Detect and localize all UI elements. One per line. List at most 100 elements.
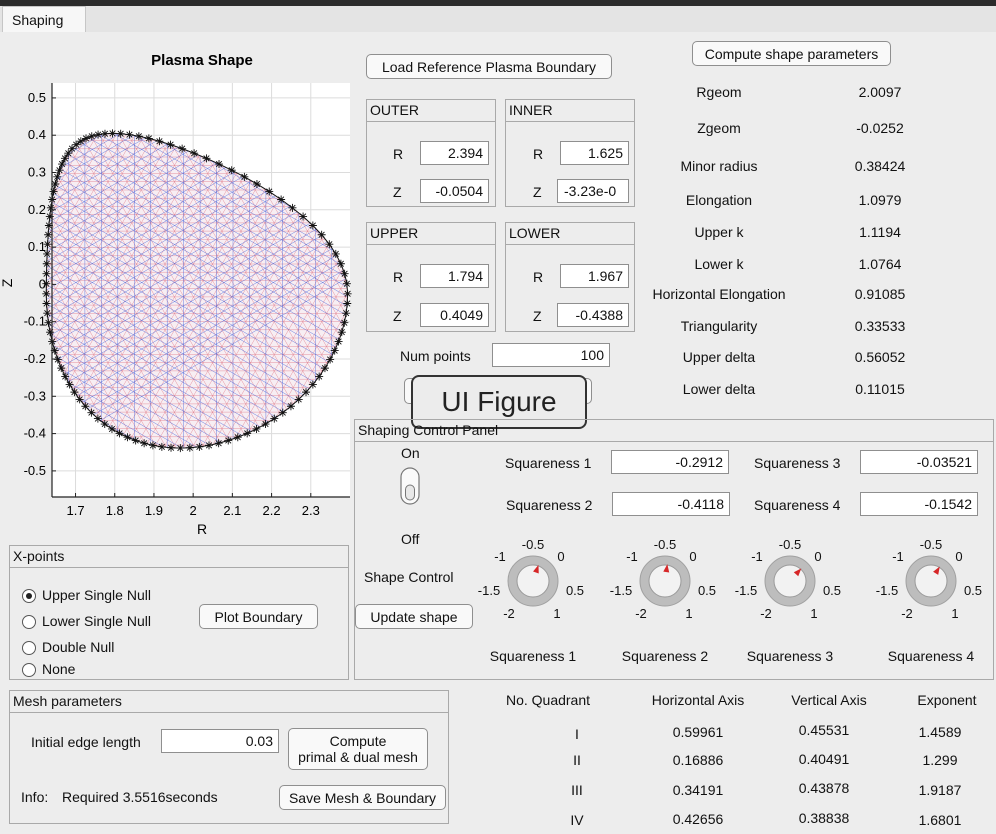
inner-r-field[interactable]: 1.625: [560, 141, 629, 165]
squareness-knob-1[interactable]: [498, 546, 568, 616]
outer-r-label: R: [393, 146, 404, 162]
plasma-shape-plot[interactable]: Plasma Shape 1.7 1.8 1.9 2 2.1 2.2 2.3 0.5 0.4 0.…: [0, 40, 362, 545]
outer-z-field[interactable]: -0.0504: [420, 179, 489, 203]
lower-r-field[interactable]: 1.967: [560, 264, 629, 288]
knob-pointer: [793, 568, 802, 577]
boundary-point: [166, 140, 175, 149]
knob-tick-label: 1: [951, 606, 959, 621]
update-shape-button[interactable]: Update shape: [355, 604, 473, 629]
boundary-point: [155, 137, 164, 146]
xpoint-radio-3[interactable]: [22, 663, 36, 677]
boundary-point: [93, 414, 102, 423]
inner-z-field[interactable]: -3.23e-0: [557, 179, 629, 203]
knob-tick-label: 0.5: [963, 583, 983, 598]
squareness2-field[interactable]: -0.4118: [612, 492, 730, 516]
boundary-point: [240, 172, 249, 181]
y-tick-label: 0: [39, 276, 46, 291]
quadrant-header: Exponent: [917, 692, 977, 708]
boundary-point: [233, 433, 242, 442]
y-tick-label: 0.1: [28, 239, 46, 254]
squareness-knob-2[interactable]: [630, 546, 700, 616]
boundary-point: [308, 221, 317, 230]
upper-r-field[interactable]: 1.794: [420, 264, 489, 288]
boundary-point: [53, 172, 62, 181]
boundary-point: [107, 424, 116, 433]
compute-mesh-button[interactable]: Compute primal & dual mesh: [288, 728, 428, 770]
shape-param-value: -0.0252: [856, 120, 904, 136]
switch-off-label: Off: [401, 531, 420, 547]
knob-tick-label: 1: [553, 606, 561, 621]
boundary-point: [252, 424, 261, 433]
x-tick-label: 2.1: [223, 503, 241, 518]
boundary-point: [75, 395, 84, 404]
boundary-point: [42, 299, 51, 308]
knob-tick-label: 0: [814, 549, 822, 564]
plot-boundary-button[interactable]: Plot Boundary: [199, 604, 318, 629]
boundary-point: [50, 346, 59, 355]
compute-shape-parameters-button[interactable]: Compute shape parameters: [692, 41, 891, 66]
tab-shaping[interactable]: Shaping: [2, 6, 86, 32]
outer-point-panel: OUTER R 2.394 Z -0.0504: [366, 99, 496, 207]
boundary-point: [81, 402, 90, 411]
squareness3-field[interactable]: -0.03521: [860, 450, 978, 474]
x-tick-label: 2.2: [263, 503, 281, 518]
knob-tick-label: -2: [635, 606, 647, 621]
quadrant-cell: 0.40491: [798, 751, 850, 767]
boundary-point: [252, 179, 261, 188]
mesh-parameters-panel: Mesh parameters: [9, 690, 449, 824]
boundary-point: [286, 402, 295, 411]
quadrant-cell: 0.43878: [798, 780, 850, 796]
shaping-control-panel: Shaping Control Panel: [354, 419, 994, 680]
shape-control-switch[interactable]: [399, 466, 421, 506]
squareness-knob-4[interactable]: [896, 546, 966, 616]
boundary-point: [299, 212, 308, 221]
squareness1-field[interactable]: -0.2912: [611, 450, 729, 474]
shape-param-value: 1.0979: [858, 192, 902, 208]
xpoint-option-label: None: [42, 661, 76, 677]
inner-r-label: R: [533, 146, 544, 162]
x-tick-label: 2: [190, 503, 197, 518]
boundary-point: [100, 420, 109, 429]
upper-r-label: R: [393, 269, 404, 285]
initial-edge-field[interactable]: 0.03: [161, 729, 279, 753]
boundary-point: [302, 388, 311, 397]
quadrant-cell: 1.299: [922, 752, 958, 768]
knob-tick-label: 0: [689, 549, 697, 564]
squareness4-label: Squareness 4: [754, 497, 841, 513]
knob-tick-label: -0.5: [919, 537, 943, 552]
squareness4-field[interactable]: -0.1542: [860, 492, 978, 516]
lower-z-field[interactable]: -0.4388: [557, 303, 629, 327]
xpoint-radio-0[interactable]: [22, 589, 36, 603]
boundary-point: [76, 137, 85, 146]
plasma-boundary: [42, 129, 352, 453]
upper-title: UPPER: [370, 225, 419, 241]
boundary-point: [44, 221, 53, 230]
boundary-point: [308, 380, 317, 389]
squareness-knob-3[interactable]: [755, 546, 825, 616]
upper-z-field[interactable]: 0.4049: [420, 303, 489, 327]
knob-pointer: [663, 564, 670, 573]
inner-title: INNER: [509, 102, 553, 118]
boundary-point: [190, 149, 199, 158]
xpoint-radio-2[interactable]: [22, 641, 36, 655]
boundary-point: [57, 364, 66, 373]
num-points-label: Num points: [400, 348, 471, 364]
boundary-point: [343, 299, 352, 308]
boundary-point: [65, 380, 74, 389]
boundary-point: [185, 443, 194, 452]
boundary-point: [116, 129, 125, 138]
knob-tick-label: -1.5: [875, 583, 899, 598]
boundary-point: [87, 132, 96, 141]
knob-tick-label: -1.5: [734, 583, 758, 598]
outer-r-field[interactable]: 2.394: [420, 141, 489, 165]
upper-z-label: Z: [393, 308, 402, 324]
y-tick-label: -0.1: [24, 314, 46, 329]
boundary-point: [265, 187, 274, 196]
num-points-field[interactable]: 100: [492, 343, 610, 367]
load-reference-boundary-button[interactable]: Load Reference Plasma Boundary: [366, 54, 612, 79]
boundary-point: [270, 414, 279, 423]
boundary-point: [288, 203, 297, 212]
shape-param-name: Zgeom: [697, 120, 741, 136]
save-mesh-button[interactable]: Save Mesh & Boundary: [279, 785, 446, 810]
xpoint-radio-1[interactable]: [22, 615, 36, 629]
